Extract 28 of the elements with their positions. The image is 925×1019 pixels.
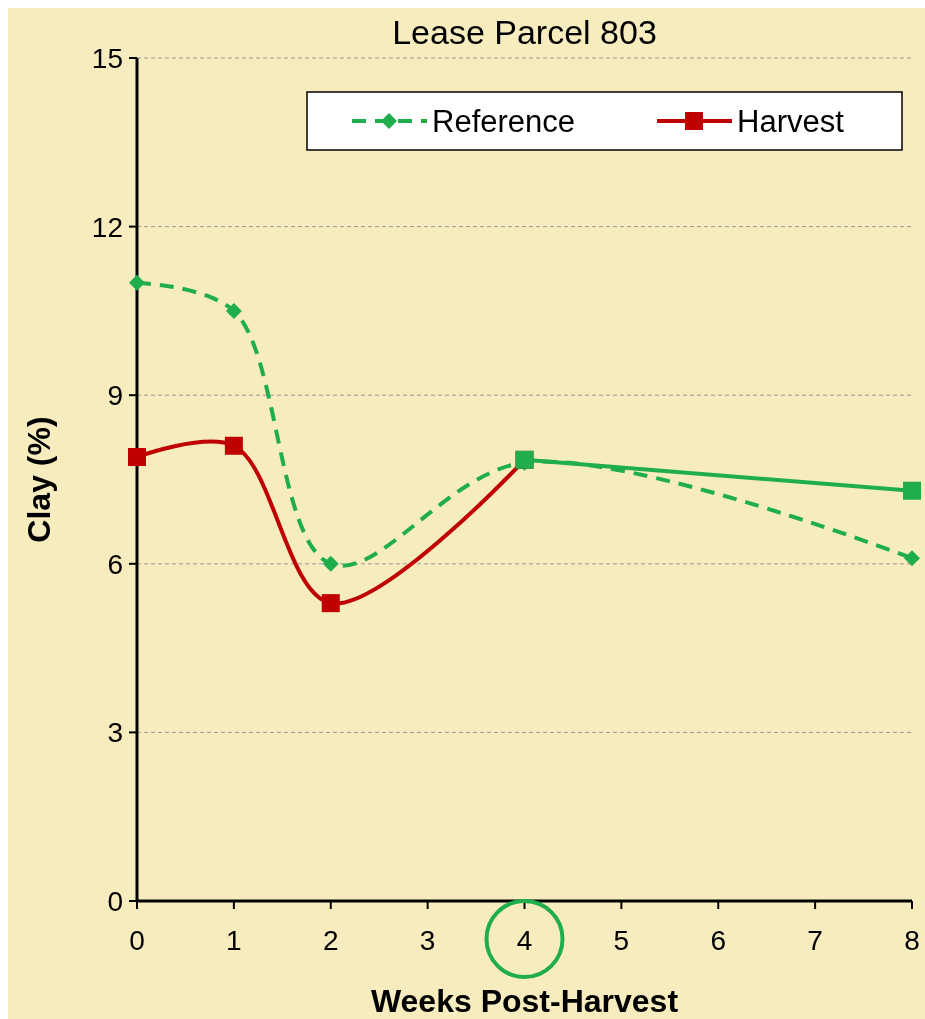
y-tick-label: 6 xyxy=(107,548,123,580)
chart-title: Lease Parcel 803 xyxy=(392,13,657,51)
x-tick-label: 5 xyxy=(613,925,630,956)
point xyxy=(322,555,339,572)
point xyxy=(225,302,242,319)
x-tick-label: 4 xyxy=(516,925,533,956)
y-tick-label: 12 xyxy=(91,211,123,243)
y-axis-title: Clay (%) xyxy=(21,416,57,543)
point xyxy=(224,436,243,455)
x-axis-title: Weeks Post-Harvest xyxy=(370,983,679,1019)
point xyxy=(904,550,920,567)
y-tick-label: 15 xyxy=(91,43,123,74)
legend-label: Reference xyxy=(432,104,576,139)
point xyxy=(903,481,921,500)
point xyxy=(321,594,340,613)
y-tick-label: 9 xyxy=(107,380,123,412)
y-tick-label: 3 xyxy=(107,717,123,749)
x-tick-label: 2 xyxy=(322,925,339,956)
x-tick-label: 3 xyxy=(419,925,436,956)
x-tick-label: 7 xyxy=(807,925,823,956)
point xyxy=(128,448,146,467)
x-tick-label: 0 xyxy=(129,925,145,956)
x-tick-label: 8 xyxy=(904,925,920,956)
legend-label: Harvest xyxy=(737,104,845,139)
x-tick-label: 6 xyxy=(710,925,727,956)
y-tick-label: 0 xyxy=(107,886,123,917)
point xyxy=(129,274,145,291)
x-tick-label: 1 xyxy=(226,925,242,956)
